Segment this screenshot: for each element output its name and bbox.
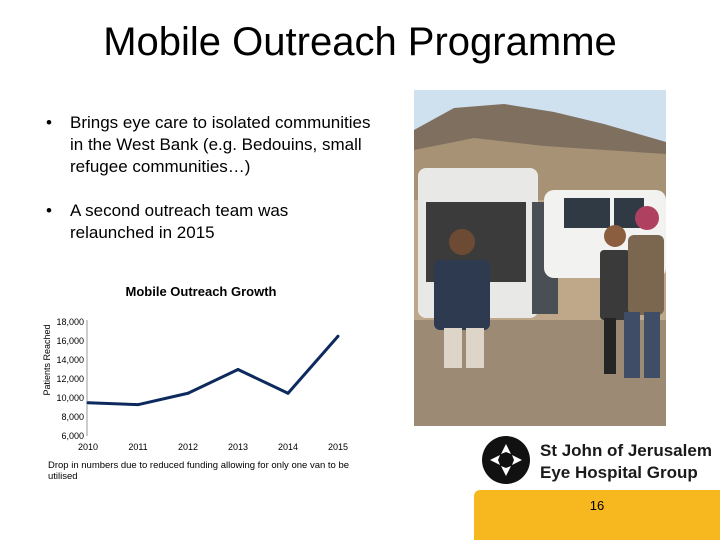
y-tick-label: 12,000 (56, 374, 84, 384)
data-point (336, 334, 340, 338)
line-chart: Patients Reached 6,000 8,000 10,000 12,000 1… (42, 317, 348, 452)
x-tick-label: 2015 (328, 442, 348, 452)
outreach-photo (414, 90, 666, 426)
data-point (236, 368, 240, 371)
slide-title: Mobile Outreach Programme (103, 20, 617, 64)
x-tick-label: 2012 (178, 442, 198, 452)
bullet-list: • Brings eye care to isolated communitie… (46, 112, 376, 266)
st-john-logo-icon (482, 436, 530, 484)
bullet-text: Brings eye care to isolated communities … (70, 113, 371, 176)
series-line (87, 335, 340, 407)
y-tick-label: 8,000 (61, 412, 84, 422)
y-axis-label: Patients Reached (42, 324, 52, 395)
logo-text: St John of Jerusalem Eye Hospital Group (540, 440, 712, 484)
logo-line-2: Eye Hospital Group (540, 463, 698, 482)
y-tick-label: 6,000 (61, 431, 84, 441)
logo-line-1: St John of Jerusalem (540, 441, 712, 460)
x-tick-label: 2011 (128, 442, 147, 452)
bullet-marker: • (46, 201, 52, 220)
bullet-marker: • (46, 113, 52, 132)
y-tick-label: 14,000 (56, 355, 84, 365)
chart: Patients Reached 6,000 8,000 10,000 12,000 1… (40, 310, 360, 465)
x-tick-label: 2013 (228, 442, 248, 452)
y-tick-label: 10,000 (56, 393, 84, 403)
y-tick-label: 18,000 (56, 317, 84, 327)
data-point (86, 401, 90, 405)
chart-title: Mobile Outreach Growth (125, 284, 277, 299)
bullet-item-1: • Brings eye care to isolated communitie… (46, 112, 376, 178)
data-point (136, 403, 140, 407)
page-number: 16 (589, 498, 605, 513)
x-tick-label: 2010 (78, 442, 98, 452)
chart-note: Drop in numbers due to reduced funding a… (48, 460, 350, 482)
x-tick-label: 2014 (278, 442, 298, 452)
bullet-item-2: • A second outreach team was relaunched … (46, 200, 376, 244)
bullet-text: A second outreach team was relaunched in… (70, 201, 289, 242)
footer-bar: 16 (474, 490, 720, 540)
data-point (186, 391, 190, 395)
y-tick-label: 16,000 (56, 336, 84, 346)
data-point (286, 391, 290, 395)
